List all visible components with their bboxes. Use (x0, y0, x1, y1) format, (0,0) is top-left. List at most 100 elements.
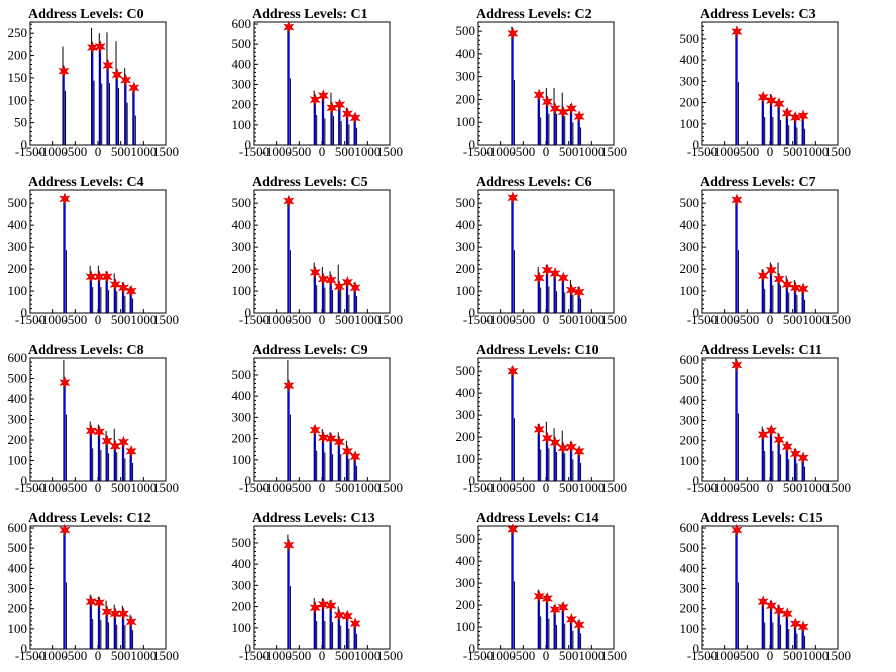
peak-star-marker (117, 435, 129, 449)
y-tick-label: 300 (232, 409, 252, 424)
peak-star-marker (565, 440, 577, 454)
x-tick-label: 0 (95, 312, 102, 327)
x-tick-label: -500 (511, 648, 535, 663)
y-tick-label: 400 (8, 560, 28, 575)
peak-star-marker (757, 595, 769, 609)
y-tick-label: 400 (232, 388, 252, 403)
peak-star-marker (109, 607, 121, 621)
x-tick-label: 1500 (153, 648, 179, 663)
x-tick-label: 1000 (130, 144, 156, 159)
peak-star-marker (797, 109, 809, 123)
chart-panel-11: Address Levels: C11 0 100 200 300 400 500 600 -1… (680, 343, 852, 495)
chart-title: Address Levels: C10 (476, 343, 599, 358)
peak-star-marker (101, 270, 113, 284)
x-tick-label: -500 (287, 312, 311, 327)
x-tick-label: 1500 (601, 144, 627, 159)
peak-star-marker (349, 111, 361, 125)
x-tick-label: 500 (335, 648, 355, 663)
y-tick-label: 500 (232, 367, 252, 382)
y-tick-label: 300 (456, 407, 476, 422)
x-tick-label: 500 (335, 144, 355, 159)
x-tick-label: 1500 (153, 312, 179, 327)
x-tick-label: 500 (111, 648, 131, 663)
x-tick-label: -1000 (485, 312, 515, 327)
peak-star-marker (341, 444, 353, 458)
x-tick-label: -500 (63, 648, 87, 663)
chart-panel-8: Address Levels: C8 0 100 200 300 400 500 600 -15… (8, 343, 180, 495)
peak-star-marker (557, 105, 569, 119)
peak-star-marker (117, 281, 129, 295)
y-tick-label: 300 (456, 239, 476, 254)
y-tick-label: 100 (456, 451, 476, 466)
x-tick-label: 500 (783, 648, 803, 663)
chart-panel-5: Address Levels: C50100200300400500-1500-… (232, 175, 404, 327)
x-tick-label: -1500 (463, 144, 493, 159)
chart-title: Address Levels: C15 (700, 511, 823, 526)
peak-star-marker (765, 263, 777, 277)
y-tick-label: 600 (232, 16, 252, 31)
chart-panel-6: Address Levels: C60100200300400500-1500-… (456, 175, 628, 327)
peak-star-marker (507, 26, 519, 40)
chart-title: Address Levels: C8 (28, 343, 144, 358)
y-tick-label: 200 (232, 261, 252, 276)
y-tick-label: 100 (680, 453, 700, 468)
y-tick-label: 600 (680, 520, 700, 535)
peak-star-marker (533, 271, 545, 285)
x-tick-label: -1500 (239, 312, 269, 327)
y-tick-label: 300 (456, 69, 476, 84)
chart-panel-9: Address Levels: C90100200300400500-1500-… (232, 343, 404, 495)
y-tick-label: 100 (232, 620, 252, 635)
y-tick-label: 500 (8, 371, 28, 386)
x-tick-label: 1500 (601, 480, 627, 495)
x-tick-label: 0 (767, 144, 774, 159)
x-tick-label: 0 (767, 648, 774, 663)
chart-title: Address Levels: C1 (252, 7, 368, 22)
x-tick-label: 1000 (578, 312, 604, 327)
y-tick-label: 500 (456, 363, 476, 378)
peak-star-marker (283, 20, 295, 34)
x-tick-label: 1000 (354, 144, 380, 159)
peak-star-marker (765, 424, 777, 437)
y-tick-label: 200 (456, 429, 476, 444)
x-tick-label: -500 (511, 144, 535, 159)
chart-panel-12: Address Levels: C12 0 100 200 300 400 500 600 -1… (8, 511, 180, 663)
y-tick-label: 400 (456, 46, 476, 61)
peak-star-marker (85, 270, 97, 284)
peak-star-marker (101, 605, 113, 619)
x-tick-label: 1000 (578, 648, 604, 663)
y-tick-label: 400 (232, 217, 252, 232)
y-tick-label: 100 (8, 283, 28, 298)
x-tick-label: 0 (543, 648, 550, 663)
x-tick-label: -500 (63, 312, 87, 327)
peak-star-marker (557, 271, 569, 285)
peak-star-marker (773, 272, 785, 286)
x-tick-label: 500 (559, 480, 579, 495)
y-tick-label: 400 (680, 52, 700, 67)
peak-star-marker (85, 595, 97, 609)
y-tick-label: 200 (456, 597, 476, 612)
y-tick-label: 0 (245, 641, 252, 656)
y-tick-label: 0 (693, 137, 700, 152)
x-tick-label: 500 (559, 144, 579, 159)
x-tick-label: 0 (95, 480, 102, 495)
y-tick-label: 400 (456, 553, 476, 568)
peak-star-marker (317, 89, 329, 103)
x-tick-label: 1500 (377, 312, 403, 327)
y-tick-label: 100 (456, 114, 476, 129)
y-tick-label: 200 (456, 261, 476, 276)
peak-star-marker (125, 284, 137, 298)
y-tick-label: 200 (680, 433, 700, 448)
y-tick-label: 100 (8, 92, 28, 107)
peak-star-marker (94, 40, 106, 54)
x-tick-label: 1500 (377, 144, 403, 159)
peak-star-marker (731, 523, 743, 537)
peak-star-marker (117, 607, 129, 621)
x-tick-label: 1500 (601, 648, 627, 663)
peak-star-marker (533, 88, 545, 102)
x-tick-label: -1500 (687, 480, 717, 495)
x-tick-label: 0 (543, 144, 550, 159)
x-tick-label: -1000 (37, 480, 67, 495)
x-tick-label: -1500 (15, 480, 45, 495)
peak-star-marker (283, 379, 295, 392)
peak-star-marker (317, 598, 329, 611)
